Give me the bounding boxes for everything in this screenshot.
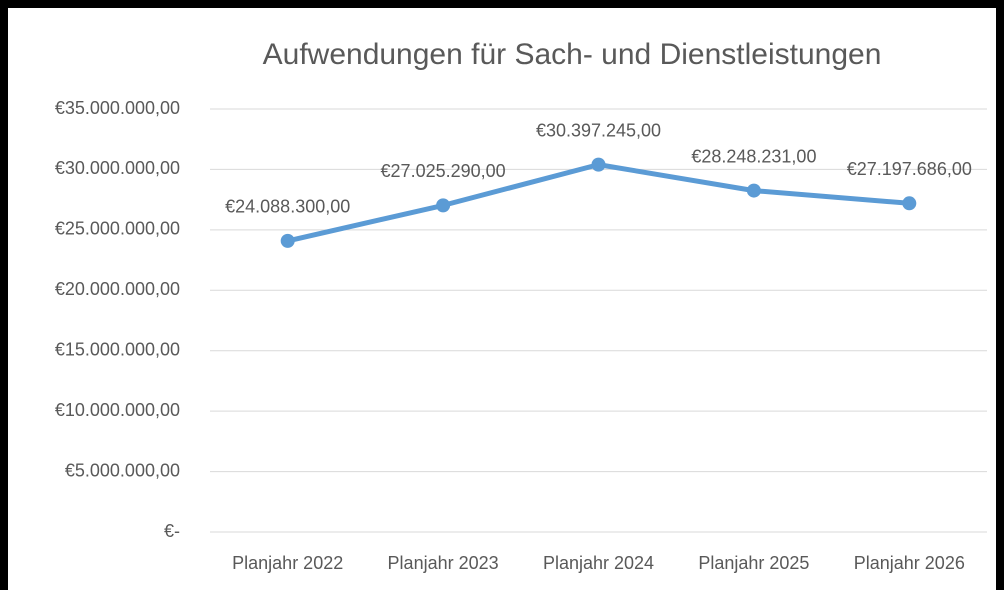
y-tick-label: €25.000.000,00 [55, 219, 180, 239]
x-tick-label: Planjahr 2024 [543, 553, 654, 573]
x-tick-label: Planjahr 2023 [388, 553, 499, 573]
x-tick-label: Planjahr 2026 [854, 553, 965, 573]
data-label: €28.248.231,00 [691, 146, 816, 166]
data-point [280, 233, 295, 248]
data-point [436, 198, 451, 213]
y-tick-label: €- [164, 521, 180, 541]
data-label: €27.197.686,00 [847, 159, 972, 179]
y-tick-label: €15.000.000,00 [55, 339, 180, 359]
x-tick-label: Planjahr 2025 [698, 553, 809, 573]
chart-title: Aufwendungen für Sach- und Dienstleistun… [263, 38, 882, 71]
data-point [746, 183, 761, 198]
data-point [902, 196, 917, 211]
y-tick-label: €5.000.000,00 [65, 460, 180, 480]
data-point [591, 157, 606, 172]
y-tick-label: €20.000.000,00 [55, 279, 180, 299]
x-tick-label: Planjahr 2022 [232, 553, 343, 573]
y-tick-label: €35.000.000,00 [55, 98, 180, 118]
data-label: €30.397.245,00 [536, 120, 661, 140]
data-label: €27.025.290,00 [381, 161, 506, 181]
y-tick-label: €30.000.000,00 [55, 158, 180, 178]
y-tick-label: €10.000.000,00 [55, 400, 180, 420]
data-label: €24.088.300,00 [225, 197, 350, 217]
